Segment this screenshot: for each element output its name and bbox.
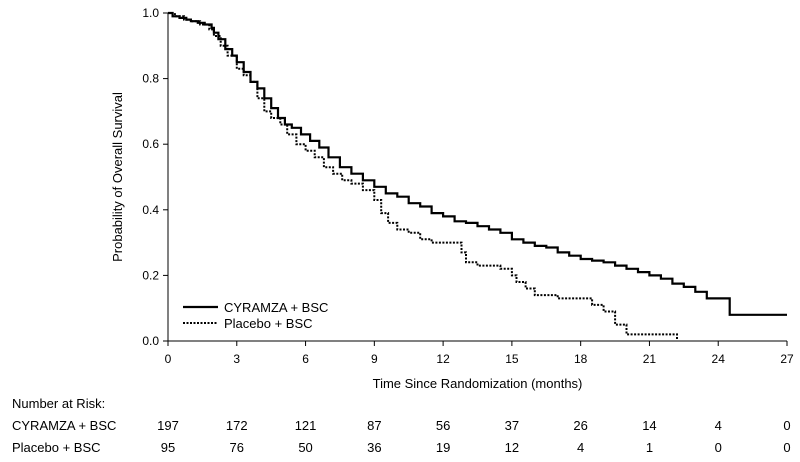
risk-value: 4 (715, 418, 722, 433)
risk-value: 14 (642, 418, 656, 433)
x-tick-label: 0 (165, 352, 172, 366)
legend-label-2: Placebo + BSC (224, 316, 313, 331)
risk-value: 50 (298, 440, 312, 455)
plot-series (168, 11, 787, 341)
x-tick-label: 6 (302, 352, 309, 366)
y-tick-label: 0.2 (142, 268, 159, 282)
y-tick-label: 1.0 (142, 6, 159, 20)
risk-value: 36 (367, 440, 381, 455)
y-tick-label: 0.0 (142, 334, 159, 348)
risk-value: 37 (505, 418, 519, 433)
risk-value: 0 (783, 418, 790, 433)
x-tick-label: 3 (233, 352, 240, 366)
risk-value: 87 (367, 418, 381, 433)
risk-row-label: CYRAMZA + BSC (12, 418, 116, 433)
risk-value: 197 (157, 418, 179, 433)
x-tick-label: 27 (780, 352, 794, 366)
x-tick-label: 15 (505, 352, 519, 366)
risk-value: 95 (161, 440, 175, 455)
risk-value: 0 (783, 440, 790, 455)
plot-axes: 0.0 0.2 0.4 0.6 0.8 1.0 0 3 6 9 12 15 18 21 24 27 Time S… (110, 6, 794, 391)
risk-value: 4 (577, 440, 584, 455)
risk-value: 19 (436, 440, 450, 455)
x-tick-label: 18 (574, 352, 588, 366)
x-tick-label: 12 (436, 352, 450, 366)
legend-label-1: CYRAMZA + BSC (224, 300, 328, 315)
y-tick-label: 0.6 (142, 137, 159, 151)
placebo-bsc-curve (168, 12, 678, 341)
cyramza-bsc-curve (168, 11, 787, 316)
y-axis-title: Probability of Overall Survival (110, 92, 125, 262)
risk-value: 26 (573, 418, 587, 433)
risk-value: 56 (436, 418, 450, 433)
risk-value: 12 (505, 440, 519, 455)
risk-value: 121 (295, 418, 317, 433)
risk-table-title: Number at Risk: (12, 396, 105, 411)
risk-value: 1 (646, 440, 653, 455)
y-tick-label: 0.4 (142, 203, 159, 217)
risk-value: 172 (226, 418, 248, 433)
x-axis-title: Time Since Randomization (months) (373, 376, 583, 391)
number-at-risk-table: Number at Risk:CYRAMZA + BSC 197 172 121 87 5… (12, 396, 791, 455)
risk-row-label: Placebo + BSC (12, 440, 101, 455)
risk-value: 76 (230, 440, 244, 455)
x-tick-label: 21 (643, 352, 657, 366)
risk-value: 0 (715, 440, 722, 455)
x-tick-label: 9 (371, 352, 378, 366)
y-tick-label: 0.8 (142, 72, 159, 86)
x-tick-label: 24 (712, 352, 726, 366)
